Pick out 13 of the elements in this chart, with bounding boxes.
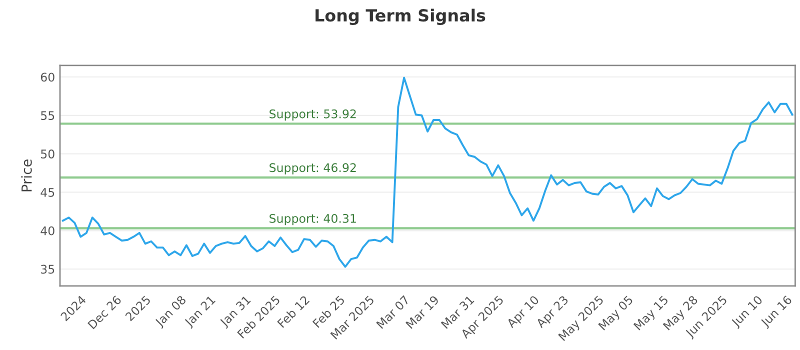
line-series — [62, 76, 794, 268]
y-tick-label: 50 — [41, 150, 54, 158]
y-tick-label: 35 — [41, 264, 54, 274]
ref-line-label: Support: 40.31 — [270, 214, 356, 226]
y-tick-label: 55 — [41, 111, 54, 120]
y-tick-label: 60 — [40, 72, 54, 82]
y-tick-label: 45 — [40, 188, 54, 197]
y-tick-label: 40 — [40, 226, 54, 236]
ref-line-label: Support: 53.92 — [270, 109, 356, 121]
x-tick-label: Dec 26 — [87, 294, 122, 330]
chart-title: Long Term Signals — [316, 8, 486, 26]
y-axis-title: Price — [21, 160, 32, 192]
ref-line-label: Support: 46.92 — [270, 163, 356, 174]
